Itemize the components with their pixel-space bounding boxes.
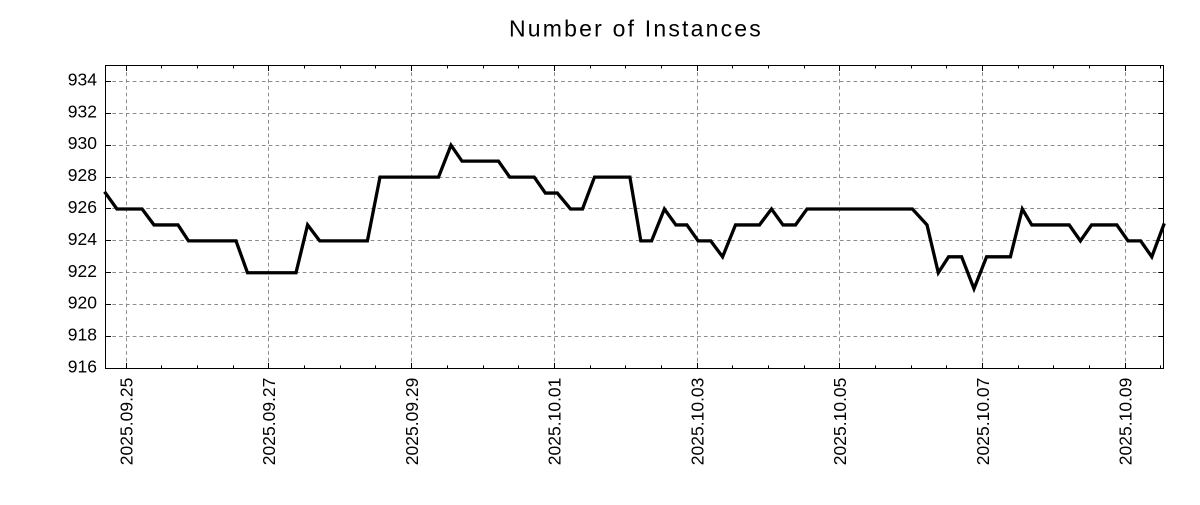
svg-text:2025.10.07: 2025.10.07 [973,378,993,466]
svg-text:Number of Instances: Number of Instances [509,16,763,42]
svg-text:920: 920 [68,293,97,313]
svg-text:2025.10.05: 2025.10.05 [830,378,850,466]
svg-text:922: 922 [68,261,97,281]
svg-text:2025.10.09: 2025.10.09 [1116,378,1136,466]
svg-text:928: 928 [68,165,97,185]
svg-text:934: 934 [68,69,97,89]
svg-text:2025.10.03: 2025.10.03 [687,378,707,466]
svg-text:918: 918 [68,325,97,345]
svg-text:932: 932 [68,101,97,121]
svg-text:2025.09.29: 2025.09.29 [402,378,422,466]
svg-text:916: 916 [68,356,97,376]
svg-text:930: 930 [68,133,97,153]
svg-text:926: 926 [68,197,97,217]
svg-text:2025.09.25: 2025.09.25 [117,378,137,466]
svg-text:2025.09.27: 2025.09.27 [259,378,279,466]
svg-text:924: 924 [68,229,97,249]
svg-text:2025.10.01: 2025.10.01 [545,378,565,466]
